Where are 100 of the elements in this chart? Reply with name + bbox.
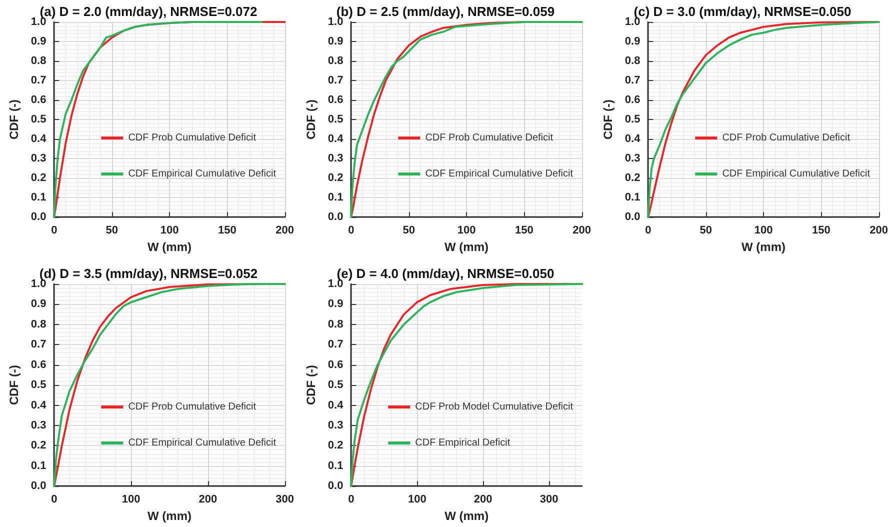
x-tick-label: 50 xyxy=(402,224,415,237)
x-tick-label: 50 xyxy=(700,224,712,237)
y-tick-label: 0.0 xyxy=(328,211,344,224)
y-tick-label: 1.0 xyxy=(328,278,344,290)
y-axis-title: CDF (-) xyxy=(304,365,318,406)
x-tick-label: 200 xyxy=(198,494,218,506)
y-tick-label: 0.6 xyxy=(30,94,46,106)
x-tick-label: 200 xyxy=(870,224,888,237)
line-series xyxy=(350,283,583,488)
legend-label: CDF Prob Cumulative Deficit xyxy=(128,402,256,412)
x-tick-label: 0 xyxy=(348,494,354,506)
y-tick-label: 0.3 xyxy=(624,152,640,165)
y-tick-label: 1.0 xyxy=(30,16,46,28)
y-tick-label: 0.1 xyxy=(30,192,46,204)
y-tick-label: 1.0 xyxy=(624,16,640,28)
x-tick-label: 300 xyxy=(540,494,558,506)
y-tick-label: 0.1 xyxy=(30,460,46,472)
x-axis-title: W (mm) xyxy=(742,240,786,254)
chart-title: (d) D = 3.5 (mm/day), NRMSE=0.052 xyxy=(39,266,258,281)
y-tick-label: 0.0 xyxy=(30,211,46,224)
legend-label: CDF Empirical Deficit xyxy=(415,438,510,448)
y-axis-title: CDF (-) xyxy=(7,365,21,406)
y-tick-label: 0.1 xyxy=(624,192,640,204)
legend-label: CDF Empirical Cumulative Deficit xyxy=(128,438,276,448)
legend-label: CDF Prob Model Cumulative Deficit xyxy=(415,402,574,412)
y-tick-label: 0.2 xyxy=(328,172,344,184)
y-tick-label: 0.7 xyxy=(30,74,46,87)
x-tick-label: 300 xyxy=(276,494,294,506)
line-series xyxy=(647,21,880,218)
x-tick-label: 50 xyxy=(106,224,118,237)
y-tick-label: 0.7 xyxy=(624,74,640,87)
y-tick-label: 0.1 xyxy=(328,460,344,472)
y-tick-label: 0.5 xyxy=(328,114,344,126)
legend-label: CDF Prob Cumulative Deficit xyxy=(425,132,554,144)
x-tick-label: 200 xyxy=(276,224,294,237)
y-tick-label: 0.9 xyxy=(328,298,344,310)
y-tick-label: 0.5 xyxy=(30,379,46,392)
y-tick-label: 0.5 xyxy=(624,114,640,126)
y-tick-label: 0.7 xyxy=(328,338,344,351)
y-tick-label: 1.0 xyxy=(30,278,46,290)
y-tick-label: 0.5 xyxy=(30,114,46,126)
y-tick-label: 0.6 xyxy=(328,358,344,371)
x-tick-label: 0 xyxy=(348,224,354,237)
y-tick-label: 0.3 xyxy=(328,152,344,165)
x-axis-title: W (mm) xyxy=(444,240,489,254)
x-tick-label: 0 xyxy=(51,224,58,237)
x-tick-label: 100 xyxy=(408,494,426,506)
y-axis-title: CDF (-) xyxy=(601,100,615,140)
y-tick-label: 0.8 xyxy=(30,318,46,330)
legend-label: CDF Empirical Cumulative Deficit xyxy=(128,168,276,180)
y-tick-label: 0.0 xyxy=(328,480,344,492)
x-tick-label: 150 xyxy=(514,224,534,237)
y-tick-label: 0.8 xyxy=(30,55,46,68)
y-tick-label: 0.9 xyxy=(624,36,640,48)
y-tick-label: 0.3 xyxy=(328,419,344,432)
y-tick-label: 0.4 xyxy=(328,399,344,412)
y-tick-label: 0.1 xyxy=(328,192,344,204)
y-tick-label: 0.9 xyxy=(30,36,46,48)
y-tick-label: 0.2 xyxy=(30,440,46,452)
y-tick-label: 0.9 xyxy=(30,298,46,310)
x-tick-label: 150 xyxy=(812,224,830,237)
y-tick-label: 0.5 xyxy=(328,379,344,392)
x-tick-label: 100 xyxy=(457,224,476,237)
y-tick-label: 0.7 xyxy=(328,74,344,87)
chart-title: (c) D = 3.0 (mm/day), NRMSE=0.050 xyxy=(634,4,852,19)
legend-label: CDF Empirical Cumulative Deficit xyxy=(722,168,870,180)
y-tick-label: 0.0 xyxy=(30,480,46,492)
y-tick-label: 0.4 xyxy=(30,133,48,146)
x-tick-label: 100 xyxy=(160,224,179,237)
y-tick-label: 0.4 xyxy=(328,133,344,146)
x-tick-label: 200 xyxy=(572,224,592,237)
x-axis-title: W (mm) xyxy=(148,509,192,523)
x-tick-label: 150 xyxy=(218,224,236,237)
y-tick-label: 0.8 xyxy=(328,55,344,68)
legend-label: CDF Prob Cumulative Deficit xyxy=(722,132,850,144)
x-tick-label: 100 xyxy=(122,494,140,506)
chart-title: (e) D = 4.0 (mm/day), NRMSE=0.050 xyxy=(336,266,554,281)
x-tick-label: 0 xyxy=(645,224,652,237)
x-axis-title: W (mm) xyxy=(444,509,489,523)
y-tick-label: 0.8 xyxy=(328,318,344,330)
legend-label: CDF Empirical Cumulative Deficit xyxy=(425,168,574,180)
chart-title: (a) D = 2.0 (mm/day), NRMSE=0.072 xyxy=(40,4,258,19)
legend-label: CDF Prob Cumulative Deficit xyxy=(128,132,256,144)
y-tick-label: 0.0 xyxy=(624,211,640,224)
y-tick-label: 0.9 xyxy=(328,36,344,48)
y-tick-label: 0.6 xyxy=(328,94,344,106)
y-tick-label: 0.2 xyxy=(328,440,344,452)
y-tick-label: 1.0 xyxy=(328,16,344,28)
x-tick-label: 200 xyxy=(474,494,492,506)
chart-title: (b) D = 2.5 (mm/day), NRMSE=0.059 xyxy=(336,4,555,19)
y-tick-label: 0.4 xyxy=(30,399,48,412)
y-tick-label: 0.3 xyxy=(30,419,46,432)
y-tick-label: 0.2 xyxy=(30,172,46,184)
x-tick-label: 0 xyxy=(51,494,58,506)
x-tick-label: 100 xyxy=(754,224,773,237)
y-tick-label: 0.6 xyxy=(624,94,640,106)
y-tick-label: 0.2 xyxy=(624,172,640,184)
y-tick-label: 0.7 xyxy=(30,338,46,351)
y-tick-label: 0.6 xyxy=(30,358,46,371)
y-tick-label: 0.3 xyxy=(30,152,46,165)
